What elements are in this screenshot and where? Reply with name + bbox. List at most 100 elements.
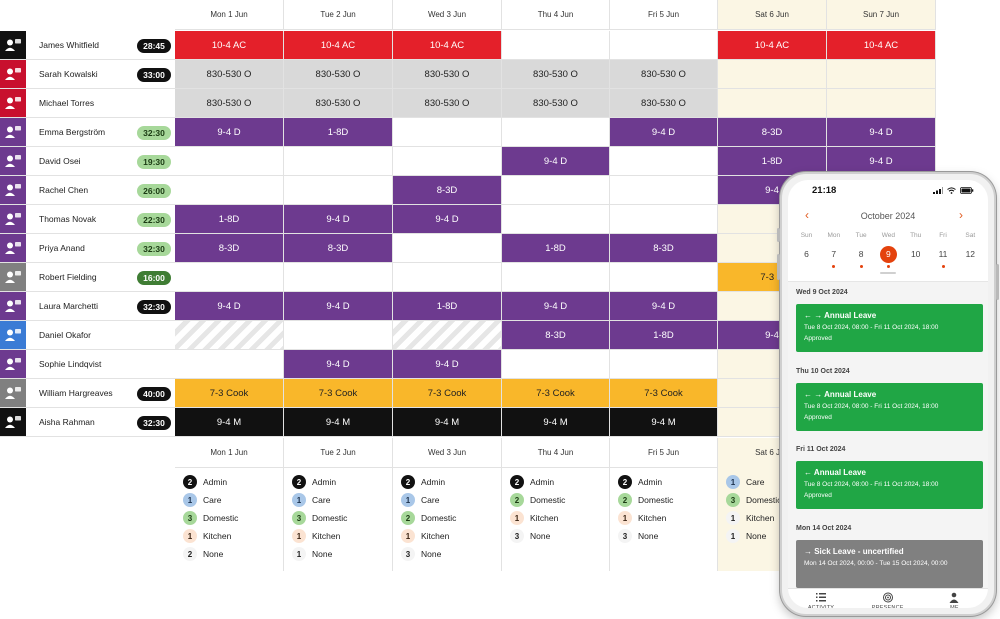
shift-block[interactable]: 8-3D [284, 234, 393, 263]
empty-cell[interactable] [284, 321, 393, 350]
empty-cell[interactable] [284, 176, 393, 205]
empty-cell[interactable] [393, 147, 502, 176]
shift-block[interactable]: 10-4 AC [718, 31, 827, 60]
avatar[interactable] [0, 408, 26, 436]
employee-info[interactable]: Priya Anand 32:30 [0, 234, 175, 263]
avatar[interactable] [0, 379, 26, 407]
shift-block[interactable]: 9-4 D [827, 147, 936, 176]
empty-cell[interactable] [502, 263, 610, 292]
employee-info[interactable]: Laura Marchetti 32:30 [0, 292, 175, 321]
employee-info[interactable]: Thomas Novak 22:30 [0, 205, 175, 234]
employee-info[interactable]: Michael Torres [0, 89, 175, 118]
empty-cell[interactable] [175, 263, 284, 292]
calendar-date[interactable]: 8 [848, 246, 875, 262]
day-header[interactable]: Mon 1 Jun [175, 0, 284, 30]
empty-cell[interactable] [610, 205, 718, 234]
shift-block[interactable]: 10-4 AC [284, 31, 393, 60]
employee-info[interactable]: Daniel Okafor [0, 321, 175, 350]
nav-me[interactable]: ME [921, 592, 987, 608]
avatar[interactable] [0, 205, 26, 233]
empty-cell[interactable] [284, 147, 393, 176]
empty-cell[interactable] [502, 31, 610, 60]
empty-cell[interactable] [284, 263, 393, 292]
employee-info[interactable]: James Whitfield 28:45 [0, 31, 175, 60]
shift-block[interactable]: 1-8D [718, 147, 827, 176]
empty-cell[interactable] [610, 31, 718, 60]
shift-block[interactable]: 830-530 O [610, 60, 718, 89]
shift-block[interactable]: 7-3 Cook [284, 379, 393, 408]
empty-cell[interactable] [610, 147, 718, 176]
shift-block[interactable]: 9-4 M [175, 408, 284, 437]
employee-info[interactable]: David Osei 19:30 [0, 147, 175, 176]
day-header[interactable]: Tue 2 Jun [284, 0, 393, 30]
avatar[interactable] [0, 321, 26, 349]
avatar[interactable] [0, 176, 26, 204]
shift-block[interactable]: 830-530 O [502, 60, 610, 89]
avatar[interactable] [0, 89, 26, 117]
avatar[interactable] [0, 60, 26, 88]
shift-block[interactable]: 830-530 O [610, 89, 718, 118]
shift-block[interactable]: 7-3 Cook [610, 379, 718, 408]
day-footer[interactable]: Tue 2 Jun [284, 438, 393, 468]
leave-card[interactable]: ← → Annual Leave Tue 8 Oct 2024, 08:00 - … [796, 383, 983, 431]
shift-block[interactable]: 9-4 D [502, 292, 610, 321]
avatar[interactable] [0, 350, 26, 378]
leave-card[interactable]: ← Annual Leave Tue 8 Oct 2024, 08:00 - Fr… [796, 461, 983, 509]
empty-cell[interactable] [718, 89, 827, 118]
avatar[interactable] [0, 147, 26, 175]
shift-block[interactable]: 9-4 D [827, 118, 936, 147]
shift-block[interactable]: 7-3 Cook [393, 379, 502, 408]
empty-cell[interactable] [827, 89, 936, 118]
avatar[interactable] [0, 263, 26, 291]
avatar[interactable] [0, 118, 26, 146]
empty-cell[interactable] [393, 118, 502, 147]
drag-handle[interactable] [880, 272, 896, 274]
empty-cell[interactable] [502, 118, 610, 147]
day-header[interactable]: Thu 4 Jun [502, 0, 610, 30]
day-header[interactable]: Fri 5 Jun [610, 0, 718, 30]
empty-cell[interactable] [610, 176, 718, 205]
day-footer[interactable]: Thu 4 Jun [502, 438, 610, 468]
empty-cell[interactable] [502, 350, 610, 379]
day-footer[interactable]: Mon 1 Jun [175, 438, 284, 468]
shift-block[interactable]: 7-3 Cook [502, 379, 610, 408]
shift-block[interactable]: 1-8D [175, 205, 284, 234]
empty-cell[interactable] [610, 263, 718, 292]
shift-block[interactable]: 9-4 D [175, 118, 284, 147]
shift-block[interactable]: 8-3D [502, 321, 610, 350]
calendar-date[interactable]: 7 [820, 246, 847, 262]
shift-block[interactable]: 9-4 D [284, 205, 393, 234]
employee-info[interactable]: Aisha Rahman 32:30 [0, 408, 175, 437]
shift-block[interactable]: 9-4 M [502, 408, 610, 437]
day-footer[interactable]: Fri 5 Jun [610, 438, 718, 468]
empty-cell[interactable] [175, 147, 284, 176]
chevron-right-icon[interactable]: › [959, 208, 963, 222]
shift-block[interactable]: 1-8D [284, 118, 393, 147]
day-footer[interactable]: Wed 3 Jun [393, 438, 502, 468]
empty-cell[interactable] [175, 321, 284, 350]
shift-block[interactable]: 8-3D [175, 234, 284, 263]
nav-presence[interactable]: PRESENCE [855, 592, 921, 608]
calendar-date[interactable]: 10 [902, 246, 929, 262]
shift-block[interactable]: 830-530 O [175, 60, 284, 89]
calendar-date[interactable]: 12 [957, 246, 984, 262]
shift-block[interactable]: 830-530 O [284, 89, 393, 118]
shift-block[interactable]: 10-4 AC [393, 31, 502, 60]
empty-cell[interactable] [610, 350, 718, 379]
empty-cell[interactable] [393, 321, 502, 350]
shift-block[interactable]: 9-4 D [610, 118, 718, 147]
employee-info[interactable]: Robert Fielding 16:00 [0, 263, 175, 292]
day-header[interactable]: Sun 7 Jun [827, 0, 936, 30]
shift-block[interactable]: 10-4 AC [827, 31, 936, 60]
selected-date[interactable]: 9 [875, 246, 902, 263]
shift-block[interactable]: 1-8D [393, 292, 502, 321]
empty-cell[interactable] [502, 205, 610, 234]
employee-info[interactable]: William Hargreaves 40:00 [0, 379, 175, 408]
empty-cell[interactable] [827, 60, 936, 89]
calendar-date[interactable]: 11 [930, 246, 957, 262]
shift-block[interactable]: 9-4 D [393, 205, 502, 234]
shift-block[interactable]: 830-530 O [502, 89, 610, 118]
employee-info[interactable]: Sarah Kowalski 33:00 [0, 60, 175, 89]
shift-block[interactable]: 830-530 O [284, 60, 393, 89]
shift-block[interactable]: 8-3D [393, 176, 502, 205]
